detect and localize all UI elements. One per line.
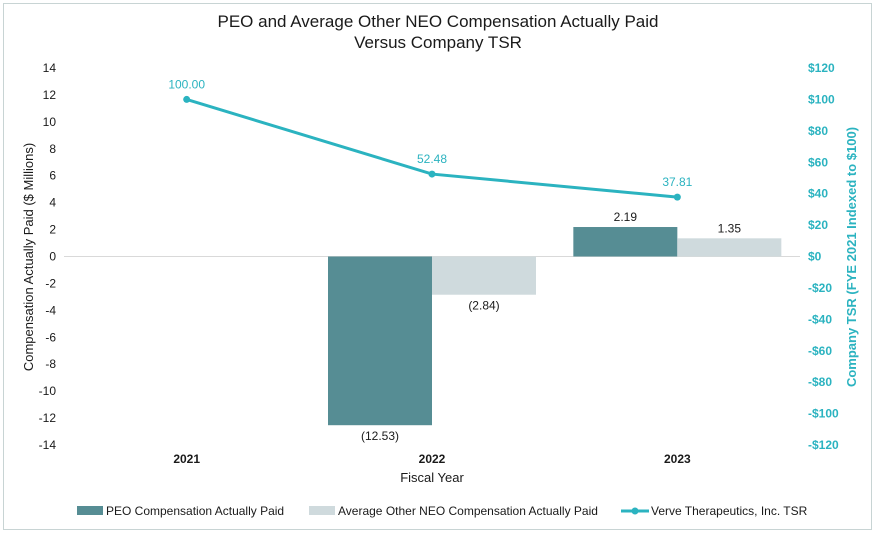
left-tick-label: 0: [49, 250, 56, 264]
left-tick-label: -10: [39, 384, 57, 398]
right-tick-label: -$100: [808, 407, 839, 421]
legend-swatch-tsr-marker: [631, 507, 639, 515]
legend-swatch-neo: [309, 506, 335, 515]
right-tick-label: -$60: [808, 344, 832, 358]
right-tick-label: $80: [808, 124, 828, 138]
right-tick-label: $20: [808, 218, 828, 232]
chart-title-line-2: Versus Company TSR: [354, 33, 522, 52]
left-tick-label: 6: [49, 169, 56, 183]
left-tick-label: 14: [43, 61, 57, 75]
left-tick-label: -4: [45, 303, 56, 317]
right-tick-label: -$80: [808, 375, 832, 389]
left-tick-label: -2: [45, 276, 56, 290]
tsr-point-2021: [183, 95, 191, 103]
bar-data-label: (12.53): [361, 429, 399, 443]
y-axis-title-left: Compensation Actually Paid ($ Millions): [21, 143, 36, 371]
bar-neo-2022: [432, 256, 536, 295]
tsr-data-label: 52.48: [417, 152, 447, 166]
category-label-2022: 2022: [419, 452, 446, 466]
left-tick-label: 12: [43, 88, 57, 102]
left-tick-label: -8: [45, 357, 56, 371]
right-tick-label: -$120: [808, 438, 839, 452]
bar-labels: (12.53) 2.19 (2.84) 1.35: [361, 210, 741, 443]
bar-data-label: (2.84): [468, 299, 499, 313]
bars: [328, 227, 782, 426]
x-axis-title: Fiscal Year: [400, 470, 464, 485]
category-labels: 2021 2022 2023: [173, 452, 691, 466]
left-tick-label: -14: [39, 438, 57, 452]
tsr-line: [186, 97, 678, 199]
left-tick-label: 2: [49, 223, 56, 237]
right-tick-label: -$40: [808, 312, 832, 326]
chart-frame: [3, 3, 872, 530]
legend: PEO Compensation Actually Paid Average O…: [77, 504, 808, 518]
bar-data-label: 2.19: [614, 210, 638, 224]
left-axis-ticks: 14 12 10 8 6 4 2 0 -2 -4 -6 -8 -10 -12 -14: [39, 61, 57, 452]
y-axis-title-right: Company TSR (FYE 2021 Indexed to $100): [844, 127, 859, 387]
left-tick-label: 8: [49, 142, 56, 156]
left-tick-label: 4: [49, 196, 56, 210]
legend-label-tsr: Verve Therapeutics, Inc. TSR: [651, 504, 808, 518]
legend-label-peo: PEO Compensation Actually Paid: [106, 504, 284, 518]
right-tick-label: $60: [808, 155, 828, 169]
tsr-point-2023: [673, 193, 681, 201]
legend-swatch-peo: [77, 506, 103, 515]
left-tick-label: -6: [45, 330, 56, 344]
right-tick-label: $120: [808, 61, 835, 75]
right-axis-ticks: $120 $100 $80 $60 $40 $20 $0 -$20 -$40 -$60 -$80 -$…: [808, 61, 839, 452]
tsr-data-label: 100.00: [168, 77, 205, 91]
category-label-2023: 2023: [664, 452, 691, 466]
chart-title-line-1: PEO and Average Other NEO Compensation A…: [218, 12, 659, 31]
bar-peo-2023: [573, 227, 678, 257]
tsr-point-2022: [428, 170, 436, 178]
bar-data-label: 1.35: [718, 221, 742, 235]
bar-peo-2022: [328, 256, 432, 426]
tsr-data-label: 37.81: [662, 175, 692, 189]
bar-neo-2023: [677, 238, 782, 257]
left-tick-label: -12: [39, 411, 57, 425]
right-tick-label: $40: [808, 187, 828, 201]
left-tick-label: 10: [43, 115, 57, 129]
legend-label-neo: Average Other NEO Compensation Actually …: [338, 504, 598, 518]
tsr-line-group: 100.00 52.48 37.81: [168, 77, 693, 201]
right-tick-label: -$20: [808, 281, 832, 295]
category-label-2021: 2021: [173, 452, 200, 466]
right-tick-label: $100: [808, 92, 835, 106]
right-tick-label: $0: [808, 250, 822, 264]
